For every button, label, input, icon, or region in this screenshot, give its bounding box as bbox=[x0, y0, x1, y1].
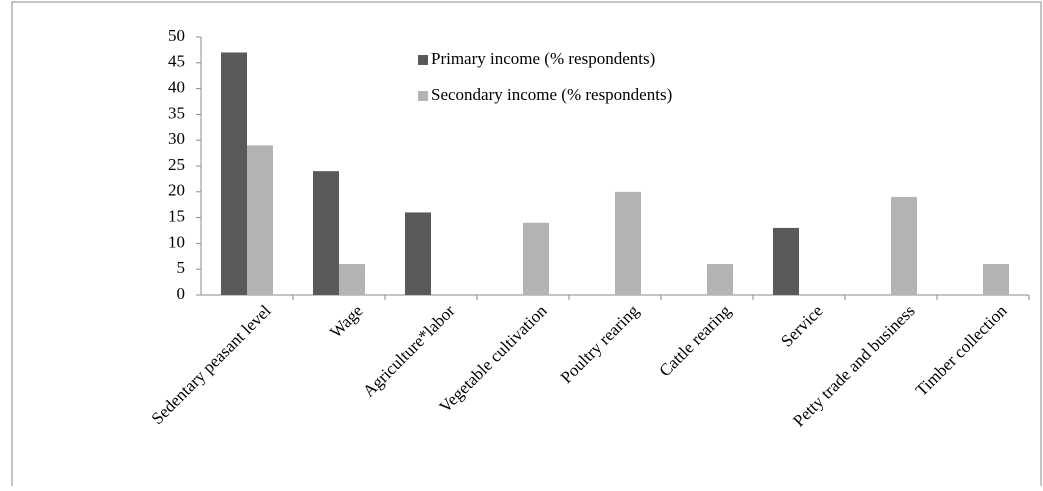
bar bbox=[221, 52, 247, 296]
x-tick-label: Sedentary peasant level bbox=[148, 301, 275, 428]
x-tick-label: Agriculture*labor bbox=[359, 301, 459, 401]
x-tick-label: Poultry rearing bbox=[557, 301, 643, 387]
bar bbox=[891, 196, 917, 295]
y-tick-label: 5 bbox=[177, 258, 186, 277]
y-tick-label: 10 bbox=[168, 232, 185, 251]
bar bbox=[615, 191, 641, 295]
y-tick-label: 20 bbox=[168, 181, 185, 200]
legend-label: Secondary income (% respondents) bbox=[431, 85, 672, 104]
bar bbox=[707, 264, 733, 295]
x-tick-label: Service bbox=[777, 301, 826, 350]
x-tick-label: Timber collection bbox=[912, 301, 1011, 400]
y-tick-label: 0 bbox=[177, 284, 186, 303]
y-tick-label: 45 bbox=[168, 52, 185, 71]
bar bbox=[339, 264, 365, 295]
y-tick-label: 15 bbox=[168, 207, 185, 226]
bar bbox=[773, 227, 799, 295]
bar bbox=[523, 222, 549, 295]
legend-label: Primary income (% respondents) bbox=[431, 49, 655, 68]
y-tick-label: 30 bbox=[168, 129, 185, 148]
y-tick-label: 25 bbox=[168, 155, 185, 174]
frame bbox=[11, 1, 1042, 491]
x-tick-label: Cattle rearing bbox=[655, 301, 735, 381]
x-tick-label: Wage bbox=[326, 301, 367, 342]
legend-swatch bbox=[418, 55, 428, 65]
y-tick-label: 35 bbox=[168, 103, 185, 122]
y-tick-label: 40 bbox=[168, 78, 185, 97]
bar bbox=[247, 145, 273, 295]
y-tick-label: 50 bbox=[168, 26, 185, 45]
bar bbox=[405, 212, 431, 295]
legend-swatch bbox=[418, 91, 428, 101]
bar bbox=[313, 171, 339, 295]
bar bbox=[983, 264, 1009, 295]
